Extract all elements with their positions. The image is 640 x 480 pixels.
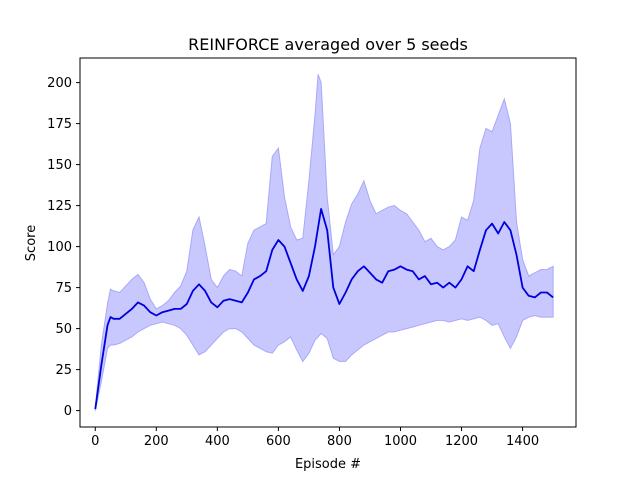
x-tick-label: 0 bbox=[91, 434, 99, 449]
x-tick-label: 1400 bbox=[506, 434, 539, 449]
y-tick-label: 100 bbox=[47, 240, 72, 255]
x-axis-label: Episode # bbox=[295, 457, 361, 472]
y-axis-label: Score bbox=[24, 225, 39, 261]
y-axis-ticks: 0 25 50 75 100 125 150 175 200 bbox=[47, 76, 80, 419]
x-tick-label: 400 bbox=[205, 434, 230, 449]
chart-title: REINFORCE averaged over 5 seeds bbox=[188, 35, 468, 54]
x-axis-ticks: 0 200 400 600 800 1000 1200 1400 bbox=[91, 427, 539, 449]
y-tick-label: 175 bbox=[47, 117, 72, 132]
y-tick-label: 0 bbox=[64, 404, 72, 419]
axes-frame bbox=[79, 57, 577, 428]
y-tick-label: 75 bbox=[55, 281, 72, 296]
x-tick-label: 1000 bbox=[384, 434, 417, 449]
y-tick-label: 125 bbox=[47, 199, 72, 214]
x-tick-label: 600 bbox=[266, 434, 291, 449]
y-tick-label: 25 bbox=[55, 363, 72, 378]
x-tick-label: 200 bbox=[144, 434, 169, 449]
x-tick-label: 1200 bbox=[445, 434, 478, 449]
mean-score-line bbox=[94, 207, 554, 410]
y-tick-label: 150 bbox=[47, 158, 72, 173]
confidence-band bbox=[94, 74, 554, 411]
y-tick-label: 50 bbox=[55, 322, 72, 337]
plot-area bbox=[94, 74, 554, 411]
y-tick-label: 200 bbox=[47, 76, 72, 91]
x-tick-label: 800 bbox=[327, 434, 352, 449]
